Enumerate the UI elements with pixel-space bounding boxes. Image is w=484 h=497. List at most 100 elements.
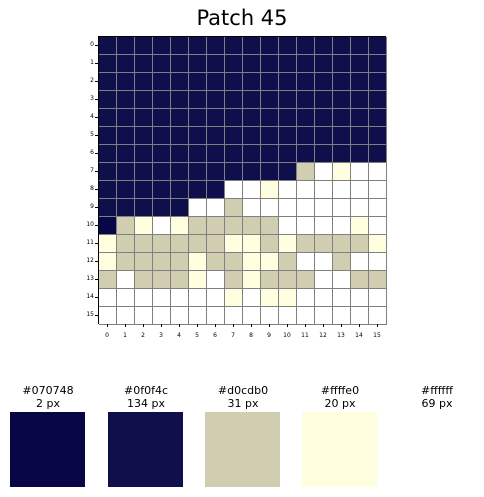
x-tick-mark	[341, 324, 342, 327]
grid-cell	[333, 289, 351, 307]
grid-cell	[315, 271, 333, 289]
y-tick-mark	[95, 189, 98, 190]
grid-cell	[297, 109, 315, 127]
grid-cell	[135, 127, 153, 145]
grid-cell	[243, 127, 261, 145]
grid-cell	[297, 235, 315, 253]
grid-cell	[351, 181, 369, 199]
grid-cell	[243, 163, 261, 181]
grid-cell	[243, 55, 261, 73]
grid-cell	[225, 73, 243, 91]
grid-cell	[117, 163, 135, 181]
x-tick-label: 8	[249, 332, 253, 339]
grid-cell	[171, 109, 189, 127]
grid-cell	[261, 91, 279, 109]
grid-cell	[171, 217, 189, 235]
grid-cell	[243, 307, 261, 325]
grid-cell	[333, 145, 351, 163]
grid-cell	[117, 91, 135, 109]
y-tick-label: 1	[90, 59, 94, 66]
grid-cell	[171, 289, 189, 307]
grid-cell	[207, 271, 225, 289]
grid-cell	[369, 55, 387, 73]
legend-label-0: #070748 2 px	[0, 384, 96, 410]
y-tick-label: 6	[90, 149, 94, 156]
grid-cell	[351, 145, 369, 163]
grid-cell	[261, 55, 279, 73]
grid-cell	[135, 253, 153, 271]
grid-cell	[153, 199, 171, 217]
x-tick-mark	[287, 324, 288, 327]
grid-cell	[207, 217, 225, 235]
x-tick-mark	[179, 324, 180, 327]
legend-hex: #ffffe0	[320, 384, 360, 397]
grid-cell	[261, 235, 279, 253]
grid-cell	[99, 163, 117, 181]
grid-cell	[135, 73, 153, 91]
y-tick-label: 3	[90, 95, 94, 102]
grid-cell	[351, 37, 369, 55]
grid-cell	[99, 199, 117, 217]
grid-cell	[333, 271, 351, 289]
x-tick-label: 12	[319, 332, 327, 339]
x-tick-mark	[125, 324, 126, 327]
grid-cell	[261, 253, 279, 271]
grid-cell	[135, 289, 153, 307]
grid-cell	[297, 217, 315, 235]
grid-cell	[351, 271, 369, 289]
grid-cell	[171, 55, 189, 73]
grid-cell	[261, 109, 279, 127]
grid-cell	[225, 199, 243, 217]
grid-cell	[261, 199, 279, 217]
grid-cell	[99, 37, 117, 55]
grid-cell	[225, 163, 243, 181]
grid-cell	[99, 235, 117, 253]
x-tick-mark	[251, 324, 252, 327]
y-tick-label: 8	[90, 185, 94, 192]
grid-cell	[207, 307, 225, 325]
grid-cell	[261, 181, 279, 199]
grid-cell	[135, 163, 153, 181]
grid-cell	[351, 73, 369, 91]
grid-cell	[189, 109, 207, 127]
x-tick-mark	[377, 324, 378, 327]
grid-cell	[153, 145, 171, 163]
grid-cell	[333, 127, 351, 145]
grid-cell	[297, 181, 315, 199]
grid-cell	[315, 199, 333, 217]
y-tick-mark	[95, 117, 98, 118]
grid-cell	[243, 181, 261, 199]
grid-cell	[189, 181, 207, 199]
grid-cell	[99, 181, 117, 199]
legend-label-1: #0f0f4c 134 px	[98, 384, 194, 410]
grid-cell	[369, 163, 387, 181]
grid-cell	[153, 37, 171, 55]
grid-cell	[171, 127, 189, 145]
grid-cell	[315, 91, 333, 109]
grid-cell	[153, 109, 171, 127]
x-tick-label: 9	[267, 332, 271, 339]
grid-cell	[279, 91, 297, 109]
grid-cell	[297, 289, 315, 307]
y-tick-mark	[95, 261, 98, 262]
grid-cell	[99, 109, 117, 127]
grid-cell	[153, 127, 171, 145]
grid-cell	[315, 217, 333, 235]
grid-cell	[333, 37, 351, 55]
grid-cell	[99, 91, 117, 109]
grid-cell	[189, 289, 207, 307]
patch-grid	[98, 36, 387, 325]
grid-cell	[261, 127, 279, 145]
grid-cell	[207, 199, 225, 217]
grid-cell	[135, 271, 153, 289]
grid-cell	[171, 199, 189, 217]
grid-cell	[369, 289, 387, 307]
grid-cell	[153, 73, 171, 91]
grid-cell	[315, 127, 333, 145]
grid-cell	[153, 181, 171, 199]
grid-cell	[243, 91, 261, 109]
grid-cell	[171, 235, 189, 253]
x-tick-label: 1	[123, 332, 127, 339]
grid-cell	[99, 145, 117, 163]
grid-cell	[207, 91, 225, 109]
